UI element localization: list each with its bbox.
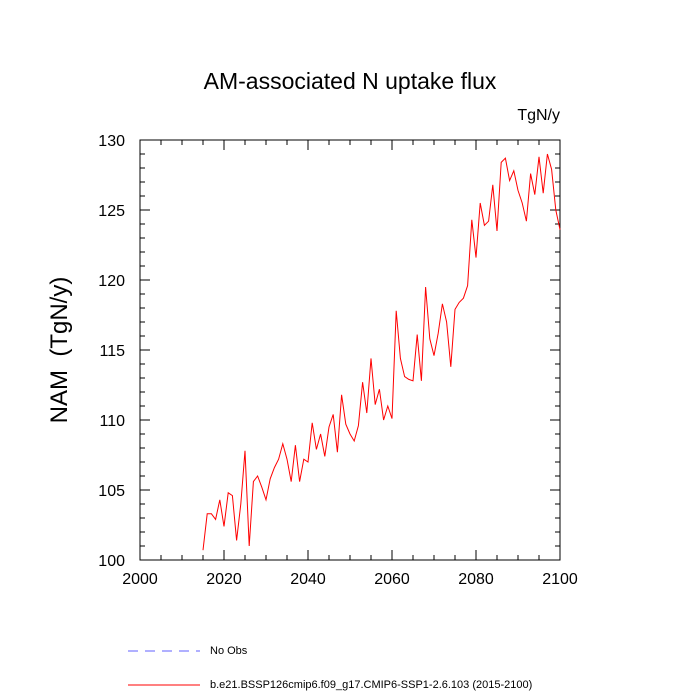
x-tick-label: 2000 (122, 571, 158, 588)
y-tick-label: 100 (98, 553, 125, 570)
legend-label-series: b.e21.BSSP126cmip6.f09_g17.CMIP6-SSP1-2.… (210, 679, 533, 691)
x-tick-label: 2080 (458, 571, 494, 588)
series-line (202, 153, 561, 551)
x-tick-label: 2040 (290, 571, 326, 588)
y-tick-label: 110 (99, 413, 125, 430)
y-tick-label: 125 (98, 203, 125, 220)
plot-frame (139, 139, 561, 561)
x-tick-label: 2060 (374, 571, 410, 588)
y-tick-label: 115 (99, 343, 125, 360)
y-tick-label: 130 (98, 133, 125, 150)
legend-label-no-obs: No Obs (210, 645, 248, 657)
y-tick-label: 120 (98, 273, 125, 290)
x-tick-label: 2100 (542, 571, 578, 588)
units-label: TgN/y (517, 107, 560, 124)
x-tick-label: 2020 (206, 571, 242, 588)
chart-title: AM-associated N uptake flux (203, 68, 497, 94)
y-tick-label: 105 (98, 483, 125, 500)
